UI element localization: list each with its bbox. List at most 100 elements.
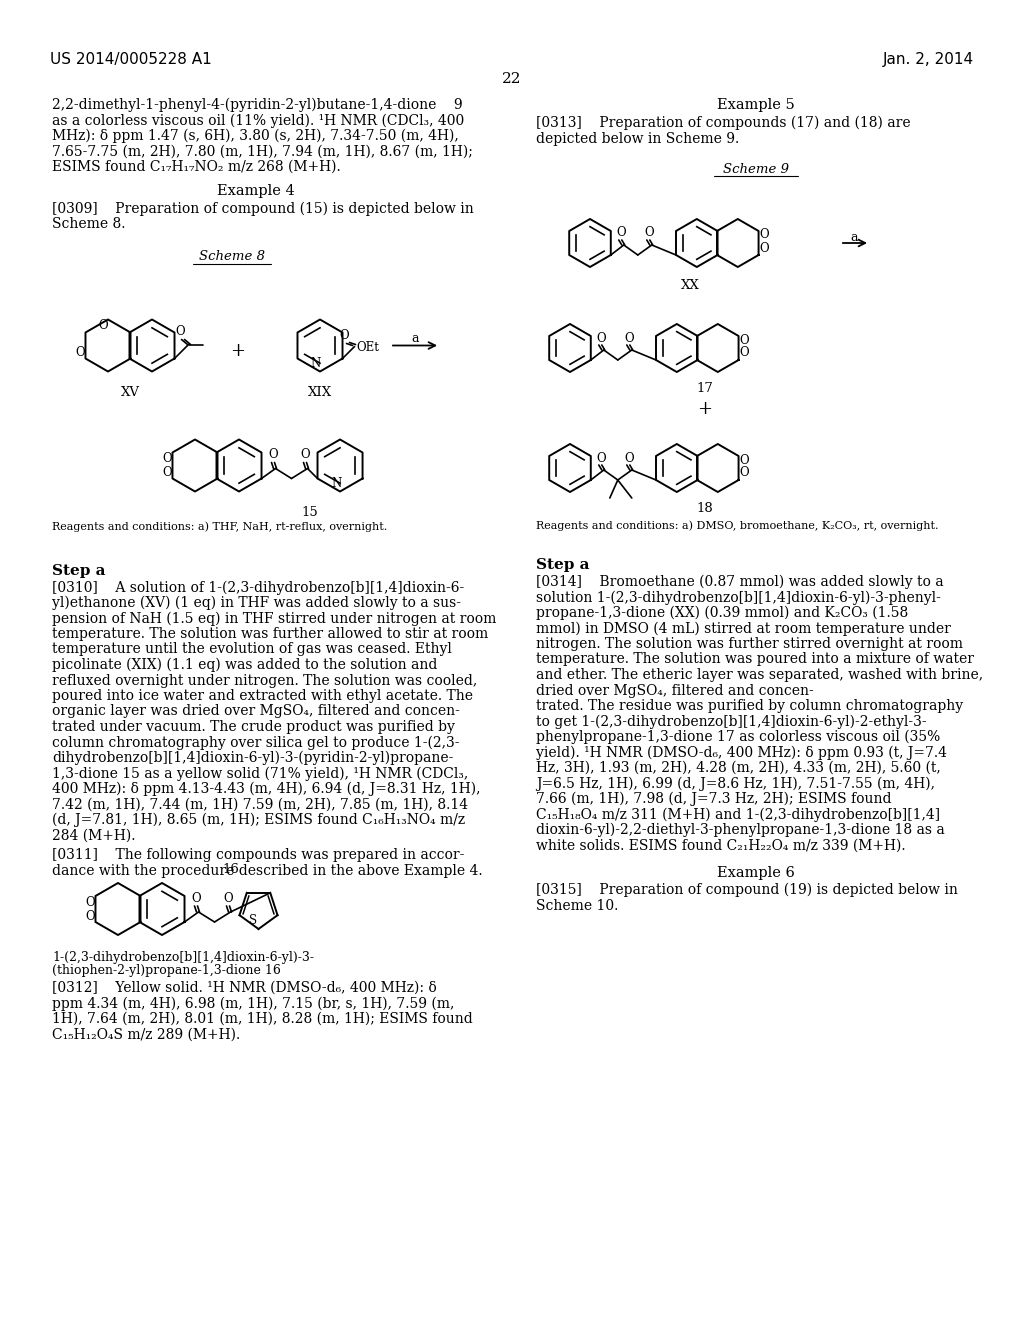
Text: Scheme 8.: Scheme 8. [52, 216, 126, 231]
Text: 7.42 (m, 1H), 7.44 (m, 1H) 7.59 (m, 2H), 7.85 (m, 1H), 8.14: 7.42 (m, 1H), 7.44 (m, 1H) 7.59 (m, 2H),… [52, 797, 468, 812]
Text: Hz, 3H), 1.93 (m, 2H), 4.28 (m, 2H), 4.33 (m, 2H), 5.60 (t,: Hz, 3H), 1.93 (m, 2H), 4.28 (m, 2H), 4.3… [536, 762, 941, 775]
Text: [0313]    Preparation of compounds (17) and (18) are: [0313] Preparation of compounds (17) and… [536, 116, 910, 131]
Text: Step a: Step a [52, 564, 105, 578]
Text: XIX: XIX [308, 385, 332, 399]
Text: 17: 17 [696, 381, 714, 395]
Text: MHz): δ ppm 1.47 (s, 6H), 3.80 (s, 2H), 7.34-7.50 (m, 4H),: MHz): δ ppm 1.47 (s, 6H), 3.80 (s, 2H), … [52, 129, 459, 144]
Text: 1-(2,3-dihydrobenzo[b][1,4]dioxin-6-yl)-3-: 1-(2,3-dihydrobenzo[b][1,4]dioxin-6-yl)-… [52, 950, 314, 964]
Text: pension of NaH (1.5 eq) in THF stirred under nitrogen at room: pension of NaH (1.5 eq) in THF stirred u… [52, 611, 497, 626]
Text: dihydrobenzo[b][1,4]dioxin-6-yl)-3-(pyridin-2-yl)propane-: dihydrobenzo[b][1,4]dioxin-6-yl)-3-(pyri… [52, 751, 454, 766]
Text: J=6.5 Hz, 1H), 6.99 (d, J=8.6 Hz, 1H), 7.51-7.55 (m, 4H),: J=6.5 Hz, 1H), 6.99 (d, J=8.6 Hz, 1H), 7… [536, 776, 935, 791]
Text: 400 MHz): δ ppm 4.13-4.43 (m, 4H), 6.94 (d, J=8.31 Hz, 1H),: 400 MHz): δ ppm 4.13-4.43 (m, 4H), 6.94 … [52, 781, 480, 796]
Text: O: O [644, 227, 653, 239]
Text: 1,3-dione 15 as a yellow solid (71% yield), ¹H NMR (CDCl₃,: 1,3-dione 15 as a yellow solid (71% yiel… [52, 767, 468, 781]
Text: Scheme 8: Scheme 8 [199, 251, 265, 264]
Text: [0312]    Yellow solid. ¹H NMR (DMSO-d₆, 400 MHz): δ: [0312] Yellow solid. ¹H NMR (DMSO-d₆, 40… [52, 981, 437, 995]
Text: O: O [86, 895, 95, 908]
Text: O: O [739, 454, 750, 466]
Text: (d, J=7.81, 1H), 8.65 (m, 1H); ESIMS found C₁₆H₁₃NO₄ m/z: (d, J=7.81, 1H), 8.65 (m, 1H); ESIMS fou… [52, 813, 465, 828]
Text: N: N [311, 356, 322, 370]
Text: dioxin-6-yl)-2,2-diethyl-3-phenylpropane-1,3-dione 18 as a: dioxin-6-yl)-2,2-diethyl-3-phenylpropane… [536, 822, 945, 837]
Text: 284 (M+H).: 284 (M+H). [52, 829, 135, 842]
Text: O: O [86, 909, 95, 923]
Text: O: O [176, 325, 185, 338]
Text: S: S [250, 915, 258, 928]
Text: 18: 18 [696, 502, 714, 515]
Text: 7.66 (m, 1H), 7.98 (d, J=7.3 Hz, 2H); ESIMS found: 7.66 (m, 1H), 7.98 (d, J=7.3 Hz, 2H); ES… [536, 792, 892, 807]
Text: +: + [697, 400, 713, 418]
Text: O: O [223, 891, 233, 904]
Text: temperature. The solution was poured into a mixture of water: temperature. The solution was poured int… [536, 652, 974, 667]
Text: phenylpropane-1,3-dione 17 as colorless viscous oil (35%: phenylpropane-1,3-dione 17 as colorless … [536, 730, 940, 744]
Text: Jan. 2, 2014: Jan. 2, 2014 [883, 51, 974, 67]
Text: N: N [331, 477, 341, 490]
Text: solution 1-(2,3-dihydrobenzo[b][1,4]dioxin-6-yl)-3-phenyl-: solution 1-(2,3-dihydrobenzo[b][1,4]diox… [536, 590, 941, 605]
Text: [0315]    Preparation of compound (19) is depicted below in: [0315] Preparation of compound (19) is d… [536, 883, 957, 898]
Text: temperature until the evolution of gas was ceased. Ethyl: temperature until the evolution of gas w… [52, 643, 452, 656]
Text: a: a [412, 331, 419, 345]
Text: 15: 15 [302, 506, 318, 519]
Text: O: O [163, 451, 172, 465]
Text: [0311]    The following compounds was prepared in accor-: [0311] The following compounds was prepa… [52, 847, 464, 862]
Text: picolinate (XIX) (1.1 eq) was added to the solution and: picolinate (XIX) (1.1 eq) was added to t… [52, 657, 437, 672]
Text: O: O [739, 466, 750, 479]
Text: [0309]    Preparation of compound (15) is depicted below in: [0309] Preparation of compound (15) is d… [52, 202, 474, 216]
Text: dried over MgSO₄, filtered and concen-: dried over MgSO₄, filtered and concen- [536, 684, 814, 697]
Text: a: a [850, 231, 858, 244]
Text: Example 5: Example 5 [717, 98, 795, 112]
Text: O: O [98, 319, 108, 333]
Text: O: O [163, 466, 172, 479]
Text: OEt: OEt [356, 341, 379, 354]
Text: (thiophen-2-yl)propane-1,3-dione 16: (thiophen-2-yl)propane-1,3-dione 16 [52, 964, 281, 977]
Text: O: O [739, 334, 750, 346]
Text: +: + [230, 342, 246, 359]
Text: Scheme 10.: Scheme 10. [536, 899, 618, 912]
Text: Reagents and conditions: a) THF, NaH, rt-reflux, overnight.: Reagents and conditions: a) THF, NaH, rt… [52, 521, 387, 532]
Text: O: O [624, 331, 634, 345]
Text: ESIMS found C₁₇H₁₇NO₂ m/z 268 (M+H).: ESIMS found C₁₇H₁₇NO₂ m/z 268 (M+H). [52, 160, 341, 174]
Text: XX: XX [681, 279, 699, 292]
Text: O: O [760, 242, 769, 255]
Text: XV: XV [121, 385, 139, 399]
Text: O: O [340, 329, 349, 342]
Text: Reagents and conditions: a) DMSO, bromoethane, K₂CO₃, rt, overnight.: Reagents and conditions: a) DMSO, bromoe… [536, 520, 939, 531]
Text: 2,2-dimethyl-1-phenyl-4-(pyridin-2-yl)butane-1,4-dione    9: 2,2-dimethyl-1-phenyl-4-(pyridin-2-yl)bu… [52, 98, 463, 112]
Text: US 2014/0005228 A1: US 2014/0005228 A1 [50, 51, 212, 67]
Text: column chromatography over silica gel to produce 1-(2,3-: column chromatography over silica gel to… [52, 735, 460, 750]
Text: yl)ethanone (XV) (1 eq) in THF was added slowly to a sus-: yl)ethanone (XV) (1 eq) in THF was added… [52, 597, 461, 610]
Text: propane-1,3-dione (XX) (0.39 mmol) and K₂CO₃ (1.58: propane-1,3-dione (XX) (0.39 mmol) and K… [536, 606, 908, 620]
Text: O: O [301, 447, 310, 461]
Text: ppm 4.34 (m, 4H), 6.98 (m, 1H), 7.15 (br, s, 1H), 7.59 (m,: ppm 4.34 (m, 4H), 6.98 (m, 1H), 7.15 (br… [52, 997, 455, 1011]
Text: 1H), 7.64 (m, 2H), 8.01 (m, 1H), 8.28 (m, 1H); ESIMS found: 1H), 7.64 (m, 2H), 8.01 (m, 1H), 8.28 (m… [52, 1012, 473, 1026]
Text: O: O [624, 451, 634, 465]
Text: white solids. ESIMS found C₂₁H₂₂O₄ m/z 339 (M+H).: white solids. ESIMS found C₂₁H₂₂O₄ m/z 3… [536, 838, 905, 853]
Text: yield). ¹H NMR (DMSO-d₆, 400 MHz): δ ppm 0.93 (t, J=7.4: yield). ¹H NMR (DMSO-d₆, 400 MHz): δ ppm… [536, 746, 947, 760]
Text: nitrogen. The solution was further stirred overnight at room: nitrogen. The solution was further stirr… [536, 638, 963, 651]
Text: trated. The residue was purified by column chromatography: trated. The residue was purified by colu… [536, 700, 964, 713]
Text: to get 1-(2,3-dihydrobenzo[b][1,4]dioxin-6-yl)-2-ethyl-3-: to get 1-(2,3-dihydrobenzo[b][1,4]dioxin… [536, 714, 927, 729]
Text: and ether. The etheric layer was separated, washed with brine,: and ether. The etheric layer was separat… [536, 668, 983, 682]
Text: mmol) in DMSO (4 mL) stirred at room temperature under: mmol) in DMSO (4 mL) stirred at room tem… [536, 622, 951, 636]
Text: as a colorless viscous oil (11% yield). ¹H NMR (CDCl₃, 400: as a colorless viscous oil (11% yield). … [52, 114, 464, 128]
Text: C₁₅H₁₂O₄S m/z 289 (M+H).: C₁₅H₁₂O₄S m/z 289 (M+H). [52, 1027, 241, 1041]
Text: organic layer was dried over MgSO₄, filtered and concen-: organic layer was dried over MgSO₄, filt… [52, 705, 460, 718]
Text: O: O [596, 451, 605, 465]
Text: trated under vacuum. The crude product was purified by: trated under vacuum. The crude product w… [52, 719, 455, 734]
Text: O: O [760, 228, 769, 242]
Text: O: O [616, 227, 626, 239]
Text: [0314]    Bromoethane (0.87 mmol) was added slowly to a: [0314] Bromoethane (0.87 mmol) was added… [536, 576, 944, 590]
Text: 22: 22 [502, 73, 522, 86]
Text: O: O [76, 346, 85, 359]
Text: poured into ice water and extracted with ethyl acetate. The: poured into ice water and extracted with… [52, 689, 473, 704]
Text: C₁₅H₁₈O₄ m/z 311 (M+H) and 1-(2,3-dihydrobenzo[b][1,4]: C₁₅H₁₈O₄ m/z 311 (M+H) and 1-(2,3-dihydr… [536, 808, 940, 822]
Text: 7.65-7.75 (m, 2H), 7.80 (m, 1H), 7.94 (m, 1H), 8.67 (m, 1H);: 7.65-7.75 (m, 2H), 7.80 (m, 1H), 7.94 (m… [52, 144, 473, 158]
Text: O: O [739, 346, 750, 359]
Text: depicted below in Scheme 9.: depicted below in Scheme 9. [536, 132, 739, 145]
Text: refluxed overnight under nitrogen. The solution was cooled,: refluxed overnight under nitrogen. The s… [52, 673, 477, 688]
Text: O: O [268, 447, 279, 461]
Text: Scheme 9: Scheme 9 [723, 162, 790, 176]
Text: [0310]    A solution of 1-(2,3-dihydrobenzo[b][1,4]dioxin-6-: [0310] A solution of 1-(2,3-dihydrobenzo… [52, 581, 464, 595]
Text: Step a: Step a [536, 558, 590, 572]
Text: temperature. The solution was further allowed to stir at room: temperature. The solution was further al… [52, 627, 488, 642]
Text: O: O [596, 331, 605, 345]
